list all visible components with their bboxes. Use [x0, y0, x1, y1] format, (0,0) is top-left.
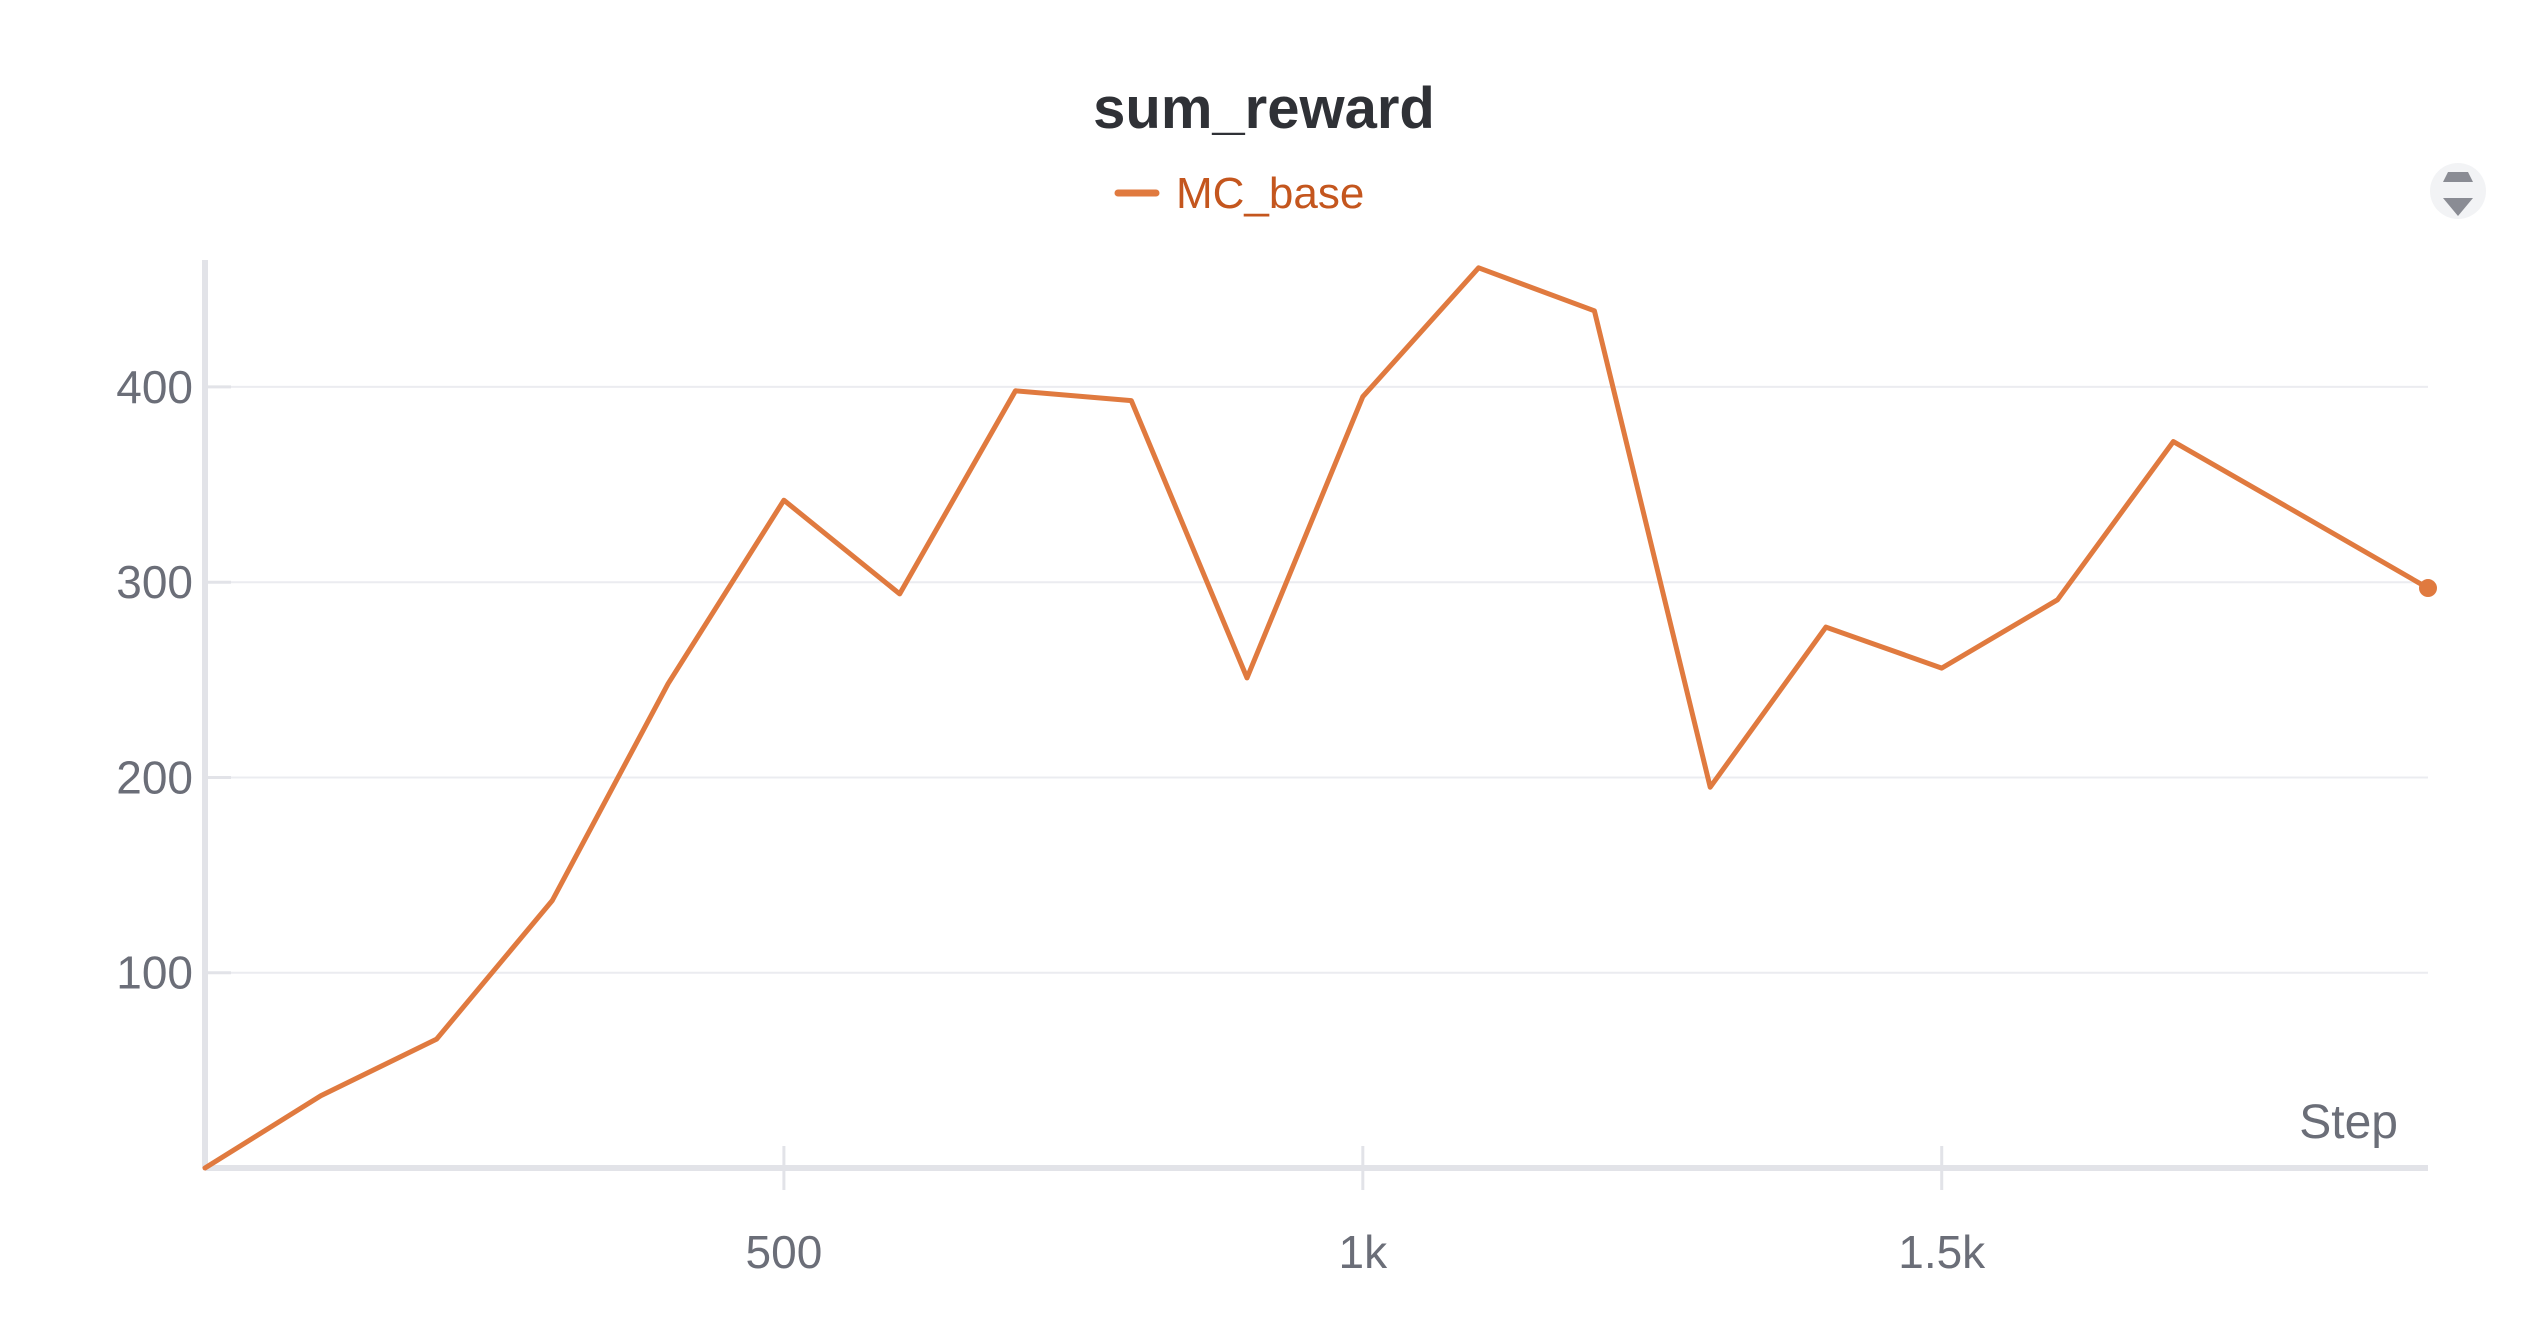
- legend-label: MC_base: [1176, 169, 1364, 218]
- data-point[interactable]: [665, 681, 671, 687]
- grid: [205, 385, 2428, 974]
- drag-handle-icon[interactable]: [2430, 163, 2486, 219]
- x-axis-title: Step: [2299, 1096, 2398, 1149]
- data-point[interactable]: [1360, 394, 1366, 400]
- data-point[interactable]: [202, 1165, 208, 1171]
- axes: [202, 260, 2428, 1171]
- data-point[interactable]: [2419, 579, 2437, 598]
- x-tick-label: 500: [746, 1226, 823, 1278]
- data-point[interactable]: [781, 497, 787, 503]
- data-point[interactable]: [1591, 308, 1597, 314]
- data-point[interactable]: [2170, 439, 2176, 445]
- data-point[interactable]: [1128, 398, 1134, 404]
- data-point[interactable]: [897, 591, 903, 597]
- data-point[interactable]: [1707, 784, 1713, 790]
- x-tick-label: 1.5k: [1898, 1226, 1986, 1278]
- data-point[interactable]: [1012, 388, 1018, 394]
- data-point[interactable]: [1476, 265, 1482, 271]
- series-line-MC_base[interactable]: [202, 265, 2431, 1171]
- y-tick-label: 200: [116, 751, 193, 803]
- data-point[interactable]: [1823, 624, 1829, 630]
- series-layer: [202, 265, 2437, 1171]
- data-point[interactable]: [1939, 665, 1945, 671]
- data-point[interactable]: [2055, 597, 2061, 603]
- data-point[interactable]: [2286, 505, 2292, 511]
- data-point[interactable]: [318, 1093, 324, 1099]
- data-point[interactable]: [1244, 675, 1250, 681]
- data-point[interactable]: [549, 897, 555, 903]
- data-point[interactable]: [434, 1036, 440, 1042]
- y-tick-label: 100: [116, 947, 193, 999]
- y-tick-label: 400: [116, 361, 193, 413]
- ticks: 100 200 300 400 500 1k 1.5k: [116, 361, 1986, 1278]
- legend: MC_base: [1114, 169, 1364, 218]
- x-tick-label: 1k: [1339, 1226, 1389, 1278]
- chart-title: sum_reward: [1093, 76, 1435, 141]
- y-tick-label: 300: [116, 556, 193, 608]
